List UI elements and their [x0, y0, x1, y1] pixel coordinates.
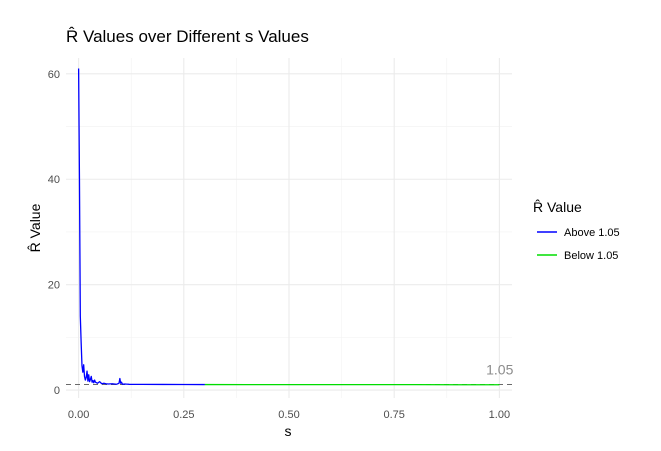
series-line-above [77, 68, 205, 386]
chart-title: R̂ Values over Different s Values [66, 26, 309, 46]
legend-title: R̂ Value [533, 199, 582, 215]
legend: R̂ Value Above 1.05 Below 1.05 [533, 199, 620, 262]
y-tick-label: 40 [48, 174, 60, 186]
grid-major [66, 58, 512, 398]
legend-item-below: Below 1.05 [537, 250, 618, 262]
legend-label-above: Above 1.05 [564, 227, 620, 239]
y-tick-label: 60 [48, 69, 60, 81]
x-tick-label: 0.25 [173, 409, 194, 421]
x-axis-ticks: 0.00 0.25 0.50 0.75 1.00 [68, 409, 510, 421]
plot-panel: 1.05 [66, 58, 514, 398]
y-axis-title: R̂ Value [27, 203, 43, 252]
x-tick-label: 0.75 [383, 409, 404, 421]
x-tick-label: 0.00 [68, 409, 89, 421]
series-layer [77, 68, 500, 386]
legend-item-above: Above 1.05 [537, 227, 620, 239]
reference-line-label: 1.05 [486, 362, 513, 378]
y-axis-ticks: 0 20 40 60 [48, 69, 60, 397]
x-tick-label: 1.00 [489, 409, 510, 421]
x-axis-title: s [285, 423, 292, 439]
x-tick-label: 0.50 [278, 409, 299, 421]
y-tick-label: 0 [54, 385, 60, 397]
legend-label-below: Below 1.05 [564, 250, 618, 262]
y-tick-label: 20 [48, 280, 60, 292]
